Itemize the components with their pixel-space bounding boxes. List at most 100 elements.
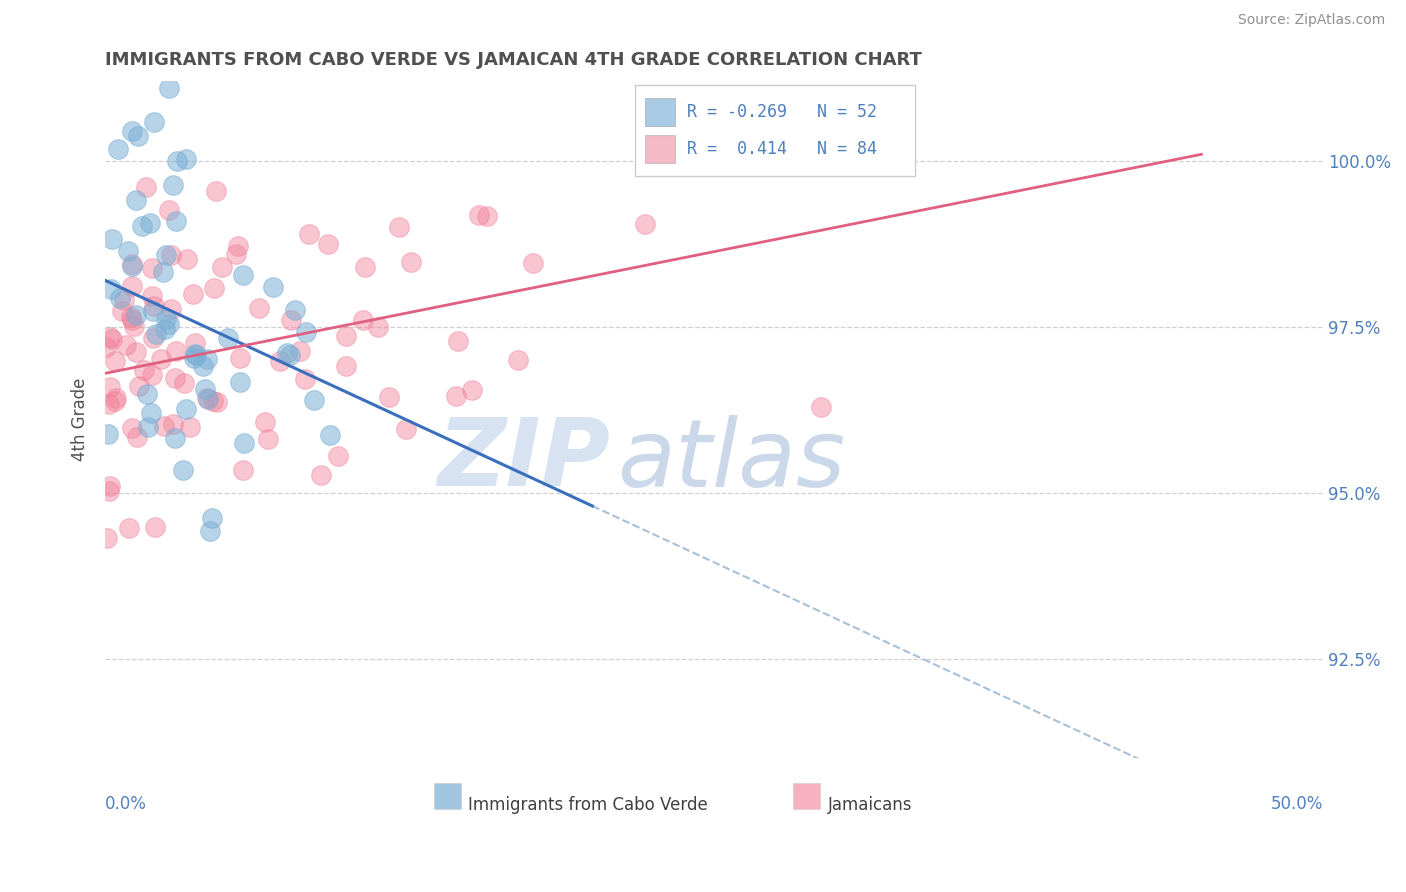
Point <box>98 380 121 394</box>
Point <box>475 209 498 223</box>
Point <box>159 301 181 316</box>
Point <box>117 244 139 258</box>
Point <box>125 344 148 359</box>
Point <box>135 180 157 194</box>
Point <box>174 152 197 166</box>
Point <box>172 463 194 477</box>
Point <box>145 326 167 341</box>
Point <box>155 248 177 262</box>
Point <box>247 301 270 316</box>
Point <box>165 431 187 445</box>
Point <box>107 141 129 155</box>
Point <box>165 343 187 358</box>
Text: ZIP: ZIP <box>437 414 610 507</box>
Point <box>194 383 217 397</box>
Text: 50.0%: 50.0% <box>1271 796 1323 814</box>
Point <box>352 313 374 327</box>
Point <box>96 340 118 354</box>
Point <box>229 375 252 389</box>
FancyBboxPatch shape <box>645 135 675 163</box>
Point <box>124 193 146 207</box>
Point <box>176 252 198 266</box>
Point <box>254 416 277 430</box>
Point <box>232 268 254 282</box>
Point <box>522 256 544 270</box>
Point <box>353 260 375 274</box>
Point <box>121 257 143 271</box>
Point <box>399 255 422 269</box>
Point <box>217 331 239 345</box>
Point <box>173 376 195 391</box>
Point <box>205 395 228 409</box>
Point <box>195 352 218 367</box>
FancyBboxPatch shape <box>793 783 820 809</box>
Point <box>202 281 225 295</box>
Point <box>132 363 155 377</box>
Point <box>159 248 181 262</box>
Point <box>294 372 316 386</box>
Point <box>141 368 163 382</box>
Text: R = -0.269   N = 52: R = -0.269 N = 52 <box>688 103 877 120</box>
Point <box>211 260 233 274</box>
Point <box>118 521 141 535</box>
Point <box>142 115 165 129</box>
Point <box>468 208 491 222</box>
Point <box>157 317 180 331</box>
Point <box>328 449 350 463</box>
Point <box>163 371 186 385</box>
Point <box>138 420 160 434</box>
Point <box>155 311 177 326</box>
Text: Jamaicans: Jamaicans <box>828 796 912 814</box>
Point <box>298 227 321 241</box>
Point <box>195 391 218 405</box>
Point <box>183 351 205 365</box>
Point <box>191 359 214 374</box>
Point <box>105 392 128 406</box>
Point <box>131 219 153 233</box>
Bar <box>636 85 915 176</box>
Point <box>124 319 146 334</box>
Point <box>197 392 219 407</box>
Point <box>96 531 118 545</box>
Point <box>335 329 357 343</box>
Point <box>121 421 143 435</box>
Point <box>101 332 124 346</box>
Point <box>262 280 284 294</box>
Text: Source: ZipAtlas.com: Source: ZipAtlas.com <box>1237 13 1385 28</box>
Point <box>142 331 165 345</box>
Point <box>295 325 318 339</box>
Point <box>97 483 120 498</box>
Point <box>304 392 326 407</box>
Text: Immigrants from Cabo Verde: Immigrants from Cabo Verde <box>468 796 707 814</box>
Point <box>142 299 165 313</box>
Point <box>136 387 159 401</box>
Point <box>166 154 188 169</box>
Point <box>257 432 280 446</box>
Point <box>121 278 143 293</box>
Point <box>290 344 312 359</box>
Point <box>319 427 342 442</box>
Point <box>100 282 122 296</box>
Point <box>153 322 176 336</box>
Point <box>447 334 470 348</box>
Point <box>100 479 122 493</box>
Point <box>181 286 204 301</box>
Point <box>233 436 256 450</box>
Point <box>278 348 301 362</box>
Point <box>184 335 207 350</box>
Point <box>104 354 127 368</box>
Point <box>141 289 163 303</box>
Point <box>280 312 302 326</box>
Point <box>232 463 254 477</box>
Text: IMMIGRANTS FROM CABO VERDE VS JAMAICAN 4TH GRADE CORRELATION CHART: IMMIGRANTS FROM CABO VERDE VS JAMAICAN 4… <box>105 51 922 69</box>
Point <box>153 419 176 434</box>
Point <box>309 468 332 483</box>
Point <box>121 259 143 273</box>
Point <box>205 184 228 198</box>
Point <box>174 402 197 417</box>
Point <box>141 260 163 275</box>
Point <box>115 338 138 352</box>
Point <box>269 353 291 368</box>
Point <box>198 524 221 539</box>
Y-axis label: 4th Grade: 4th Grade <box>72 378 89 461</box>
